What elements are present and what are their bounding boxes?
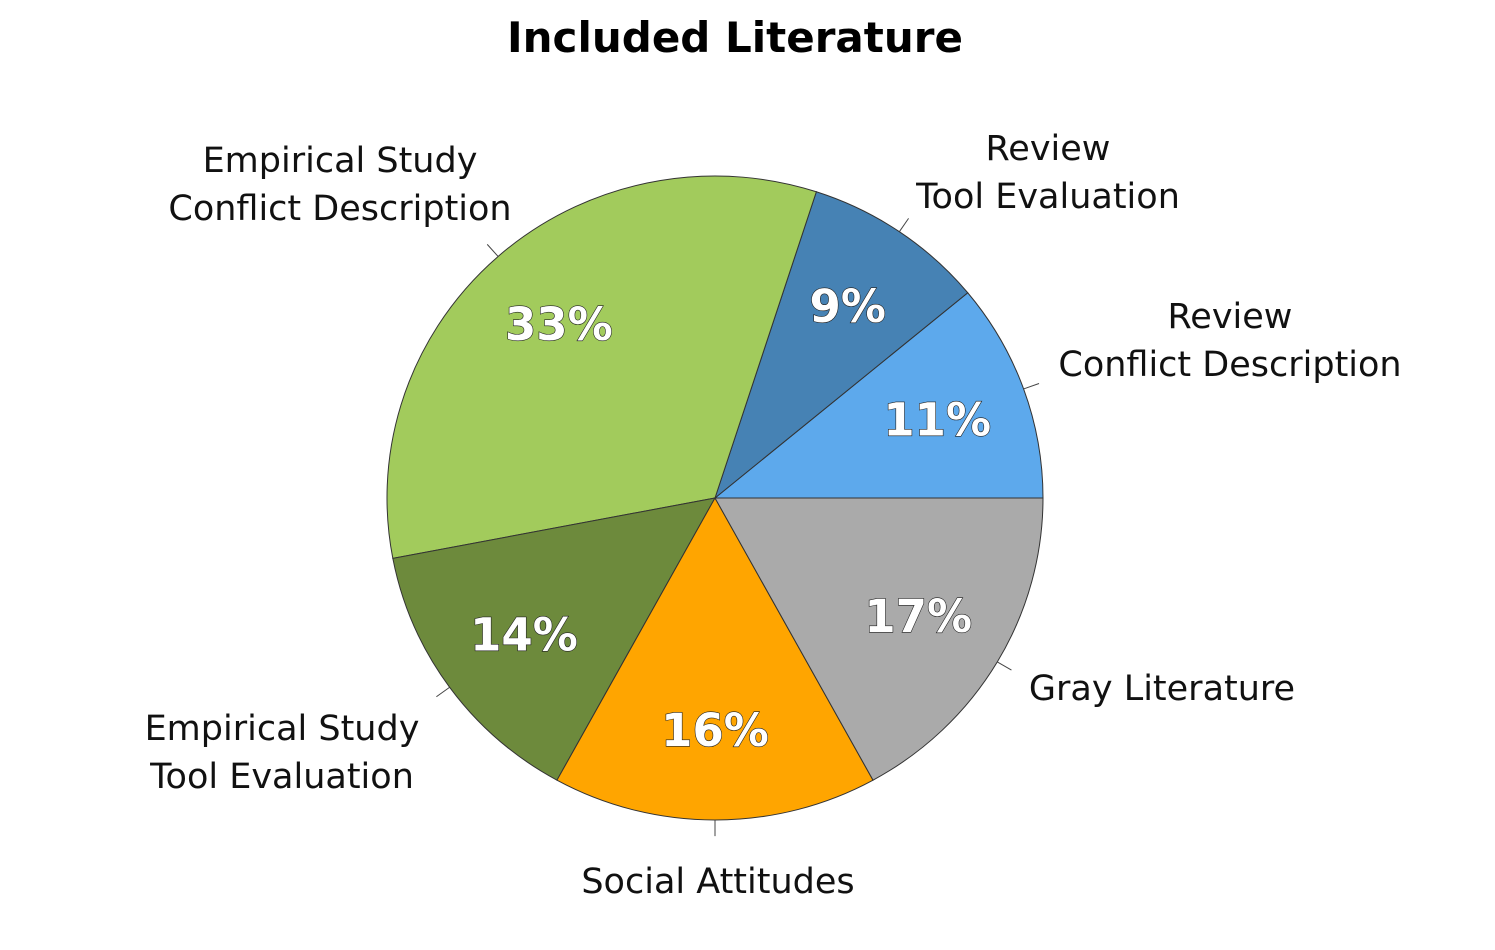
pie-slice (386, 175, 817, 559)
slice-percent-label: 9% (810, 280, 886, 333)
slice-category-label: Empirical Study Tool Evaluation (145, 709, 420, 797)
pie-slices (386, 175, 1044, 821)
slice-category-label: Review Conflict Description (1058, 297, 1401, 385)
leader-line (436, 686, 450, 698)
category-labels: Review Conflict Description Review Tool Eva… (145, 129, 1402, 902)
leader-lines (436, 218, 1040, 837)
leader-line (486, 244, 499, 257)
percent-labels: 11% 9% 33% 14% 16% 17% (469, 280, 991, 758)
pie-slice (713, 191, 969, 500)
leader-line (997, 661, 1012, 671)
slice-category-label: Gray Literature (1029, 669, 1295, 709)
slice-category-label: Review Tool Evaluation (915, 129, 1180, 217)
slice-percent-label: 16% (661, 704, 769, 757)
slice-percent-label: 14% (470, 608, 578, 661)
slice-category-label: Empirical Study Conflict Description (168, 141, 511, 229)
slice-percent-label: 11% (883, 393, 991, 446)
chart-title: Included Literature (507, 13, 963, 62)
slice-percent-label: 33% (505, 298, 613, 351)
pie-slice (392, 497, 716, 781)
leader-line (1023, 383, 1040, 390)
slice-category-label: Social Attitudes (581, 862, 854, 902)
leader-line (898, 218, 909, 232)
slice-percent-label: 17% (864, 590, 972, 643)
